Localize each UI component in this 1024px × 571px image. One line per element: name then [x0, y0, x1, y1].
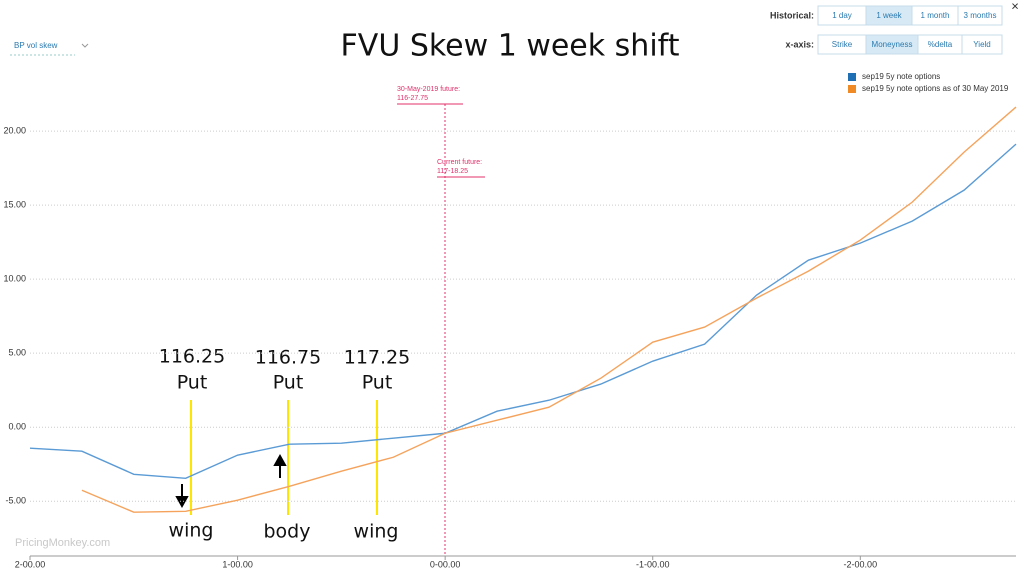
y-tick-label: -5.00: [5, 496, 26, 506]
arrow-head: [273, 453, 287, 466]
x-tick-label: -2-00.00: [844, 559, 878, 569]
toggle-label[interactable]: 1 month: [921, 11, 950, 20]
x-tick-label: -1-00.00: [636, 559, 670, 569]
toggle-label[interactable]: %delta: [928, 40, 953, 49]
toggle-button[interactable]: [957, 5, 1003, 26]
legend-label: sep19 5y note options: [862, 72, 940, 81]
x-tick-label: 1-00.00: [222, 559, 253, 569]
x-tick-label: 0-00.00: [430, 559, 461, 569]
chart-title: FVU Skew 1 week shift: [341, 29, 680, 64]
dropdown-caret[interactable]: [81, 43, 89, 48]
close-button[interactable]: ×: [1011, 0, 1019, 13]
arrow-head: [175, 496, 189, 509]
series-line: [29, 143, 1017, 479]
toggle-label[interactable]: Moneyness: [872, 40, 913, 49]
y-tick-label: 10.00: [3, 274, 26, 284]
legend-swatch: [848, 85, 856, 93]
legend-label: sep19 5y note options as of 30 May 2019: [862, 84, 1009, 93]
historical-label: Historical:: [770, 10, 814, 20]
y-tick-label: 0.00: [8, 422, 26, 432]
x-tick-label: 2-00.00: [15, 559, 46, 569]
toggle-label[interactable]: Strike: [832, 40, 853, 49]
zone-label: body: [264, 521, 311, 543]
toggle-label[interactable]: 3 months: [964, 11, 997, 20]
strike-label: 117.25: [344, 347, 410, 369]
series-line: [81, 106, 1017, 513]
option-type: Put: [177, 372, 208, 394]
option-type: Put: [273, 372, 304, 394]
strike-label: 116.75: [255, 347, 321, 369]
y-tick-label: 5.00: [8, 348, 26, 358]
toggle-label[interactable]: 1 day: [832, 11, 852, 20]
y-tick-label: 15.00: [3, 199, 26, 209]
zone-label: wing: [169, 520, 214, 542]
xaxis-label: x-axis:: [785, 39, 814, 49]
future-label: Current future:: [437, 159, 482, 166]
zone-label: wing: [354, 521, 399, 543]
option-type: Put: [362, 372, 393, 394]
toggle-label[interactable]: 1 week: [876, 11, 902, 20]
strike-label: 116.25: [159, 346, 225, 368]
toggle-label[interactable]: Yield: [973, 40, 991, 49]
future-price: 116-27.75: [397, 95, 428, 102]
watermark: PricingMonkey.com: [15, 537, 110, 549]
future-price: 117-18.25: [437, 168, 468, 175]
legend-swatch: [848, 73, 856, 81]
y-tick-label: 20.00: [3, 125, 26, 135]
toggle-button[interactable]: [961, 34, 1003, 55]
future-label: 30-May-2019 future:: [397, 86, 460, 93]
dropdown[interactable]: BP vol skew: [14, 41, 58, 50]
